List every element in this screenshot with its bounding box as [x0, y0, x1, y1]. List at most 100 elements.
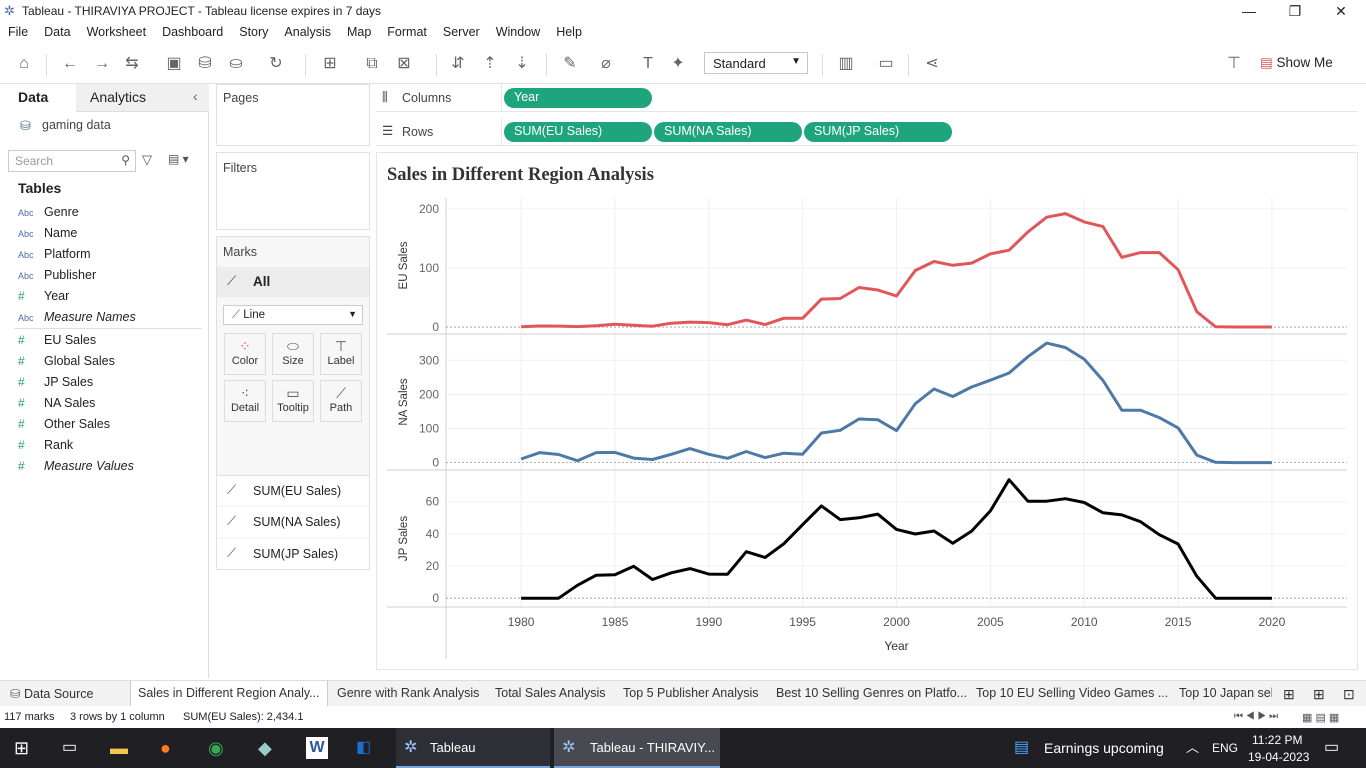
taskbar-tableau-1[interactable]: ✲ Tableau — [396, 728, 550, 768]
field-other-sales[interactable]: # Other Sales — [18, 417, 110, 435]
menu-file[interactable]: File — [8, 25, 29, 39]
tooltip-button[interactable]: ▭ Tooltip — [272, 380, 314, 422]
refresh-icon[interactable]: ↻ — [269, 55, 283, 72]
menu-story[interactable]: Story — [239, 25, 269, 39]
chrome-icon[interactable]: ◉ — [208, 738, 224, 758]
show-cards-icon[interactable]: ▥ — [838, 55, 854, 72]
menu-format[interactable]: Format — [387, 25, 427, 39]
field-publisher[interactable]: Abc Publisher — [18, 268, 96, 286]
label-button[interactable]: ⊤ Label — [320, 333, 362, 375]
field-eu-sales[interactable]: # EU Sales — [18, 333, 96, 351]
power-bi-icon[interactable]: ◧ — [356, 739, 372, 756]
collapse-pane-icon[interactable]: ‹ — [193, 88, 198, 104]
menu-data[interactable]: Data — [44, 25, 71, 39]
new-datasource-icon[interactable]: ⛁ — [198, 55, 212, 72]
undo-icon[interactable]: ← — [62, 55, 78, 72]
mark-type-dropdown[interactable]: ⟋ Line ▼ — [223, 305, 363, 325]
show-labels-icon[interactable]: T — [643, 55, 653, 72]
highlight-icon[interactable]: ✎ — [563, 55, 577, 72]
taskbar-tableau-2[interactable]: ✲ Tableau - THIRAVIY... — [554, 728, 720, 768]
path-button[interactable]: ⟋ Path — [320, 380, 362, 422]
replay-icon[interactable]: ⇆ — [125, 55, 139, 72]
year-pill[interactable]: Year — [504, 88, 652, 108]
fix-axes-icon[interactable]: ✦ — [671, 55, 685, 72]
tab-top5-publisher[interactable]: Top 5 Publisher Analysis — [623, 686, 759, 700]
tab-total-sales[interactable]: Total Sales Analysis — [495, 686, 606, 700]
close-button[interactable]: ✕ — [1335, 3, 1347, 19]
windows-start-icon[interactable]: ⊞ — [14, 738, 30, 758]
field-jp-sales[interactable]: # JP Sales — [18, 375, 93, 393]
field-platform[interactable]: Abc Platform — [18, 247, 91, 265]
sheet-nav-icon[interactable]: ⏮ ◀ ▶ ⏭ — [1234, 711, 1279, 722]
marks-all-row[interactable]: ⟋ All — [217, 267, 369, 297]
menu-help[interactable]: Help — [556, 25, 582, 39]
columns-shelf[interactable]: ⫼ Columns Year — [376, 84, 1358, 112]
redo-icon[interactable]: → — [94, 55, 110, 72]
fit-dropdown[interactable]: Standard ▼ — [704, 52, 808, 74]
jp-sales-pill[interactable]: SUM(JP Sales) — [804, 122, 952, 142]
menu-window[interactable]: Window — [495, 25, 541, 39]
clock-time[interactable]: 11:22 PM — [1252, 733, 1303, 747]
field-global-sales[interactable]: # Global Sales — [18, 354, 115, 372]
tab-analytics[interactable]: Analytics — [76, 84, 209, 112]
filter-icon[interactable]: ▽ — [142, 152, 152, 167]
field-year[interactable]: # Year — [18, 289, 69, 307]
pages-card[interactable]: Pages — [216, 84, 370, 146]
home-icon[interactable]: ⌂ — [19, 55, 29, 72]
search-input[interactable]: Search ⚲ — [8, 150, 136, 172]
tab-sales-region[interactable]: Sales in Different Region Analy... — [130, 681, 328, 707]
word-icon[interactable]: W — [306, 737, 328, 759]
task-view-icon[interactable]: ▭ — [62, 739, 78, 756]
group-icon[interactable]: ⌀ — [601, 55, 611, 72]
detail-button[interactable]: ⁖ Detail — [224, 380, 266, 422]
datasource-name[interactable]: gaming data — [42, 118, 111, 132]
marks-tab-na[interactable]: ⟋ SUM(NA Sales) — [217, 507, 369, 537]
na-sales-pill[interactable]: SUM(NA Sales) — [654, 122, 802, 142]
pause-updates-icon[interactable]: ⛀ — [229, 55, 243, 72]
restore-button[interactable]: ❐ — [1288, 3, 1302, 19]
presentation-mode-icon[interactable]: ▭ — [878, 55, 894, 72]
firefox-icon[interactable]: ● — [160, 738, 171, 758]
field-genre[interactable]: Abc Genre — [18, 205, 79, 223]
rows-shelf[interactable]: ☰ Rows SUM(EU Sales) SUM(NA Sales) SUM(J… — [376, 118, 1358, 146]
sheet-view-icons[interactable]: ▦ ▤ ▦ — [1302, 712, 1340, 724]
field-measure-values[interactable]: # Measure Values — [18, 459, 134, 477]
show-me-button[interactable]: ▤ Show Me — [1260, 55, 1333, 71]
menu-worksheet[interactable]: Worksheet — [86, 25, 147, 39]
clear-sheet-icon[interactable]: ⊠ — [397, 55, 411, 72]
news-icon[interactable]: ▤ — [1014, 739, 1030, 756]
new-story-icon[interactable]: ⊡ — [1343, 686, 1355, 702]
tab-data-source[interactable]: ⛁ Data Source — [3, 681, 100, 707]
clock-date[interactable]: 19-04-2023 — [1248, 750, 1310, 764]
new-worksheet-icon[interactable]: ⊞ — [323, 55, 337, 72]
new-worksheet-icon[interactable]: ⊞ — [1283, 686, 1295, 702]
menu-analysis[interactable]: Analysis — [284, 25, 331, 39]
duplicate-sheet-icon[interactable]: ⧉ — [366, 55, 378, 72]
eu-sales-pill[interactable]: SUM(EU Sales) — [504, 122, 652, 142]
view-options-icon[interactable]: ▤ ▾ — [168, 152, 189, 166]
field-measure-names[interactable]: Abc Measure Names — [18, 310, 136, 328]
minimize-button[interactable]: — — [1242, 3, 1256, 19]
field-na-sales[interactable]: # NA Sales — [18, 396, 95, 414]
tab-best10-genres[interactable]: Best 10 Selling Genres on Platfo... — [776, 686, 968, 700]
tab-top10-eu[interactable]: Top 10 EU Selling Video Games ... — [976, 686, 1169, 700]
share-icon[interactable]: ⋖ — [925, 55, 939, 72]
language-indicator[interactable]: ENG — [1212, 741, 1239, 755]
save-icon[interactable]: ▣ — [166, 55, 182, 72]
notification-icon[interactable]: ▭ — [1324, 739, 1340, 756]
sort-ascending-icon[interactable]: ⇡ — [483, 55, 497, 72]
size-button[interactable]: ⬭ Size — [272, 333, 314, 375]
format-painter-icon[interactable]: ⊤ — [1227, 55, 1241, 72]
tab-genre-rank[interactable]: Genre with Rank Analysis — [337, 686, 480, 700]
swap-rows-columns-icon[interactable]: ⇵ — [451, 55, 465, 72]
chevron-up-icon[interactable]: ︿ — [1186, 740, 1200, 755]
menu-dashboard[interactable]: Dashboard — [162, 25, 224, 39]
menu-server[interactable]: Server — [442, 25, 480, 39]
field-name[interactable]: Abc Name — [18, 226, 77, 244]
tab-top10-japan[interactable]: Top 10 Japan sel — [1179, 686, 1272, 700]
marks-tab-jp[interactable]: ⟋ SUM(JP Sales) — [217, 539, 369, 569]
tab-data[interactable]: Data — [0, 84, 76, 112]
new-dashboard-icon[interactable]: ⊞ — [1313, 686, 1325, 702]
marks-tab-eu[interactable]: ⟋ SUM(EU Sales) — [217, 475, 369, 505]
notes-app-icon[interactable]: ◆ — [258, 738, 272, 758]
